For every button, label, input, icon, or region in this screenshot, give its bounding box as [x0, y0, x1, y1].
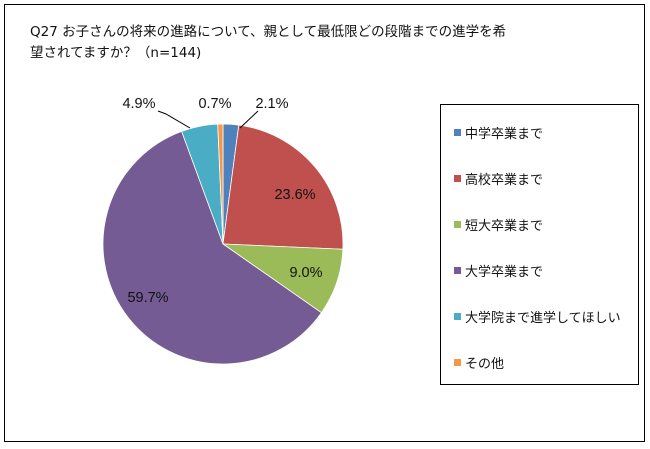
- legend-swatch-icon: [454, 267, 461, 274]
- legend-label: 高校卒業まで: [465, 173, 544, 188]
- legend-swatch-icon: [454, 313, 461, 320]
- slice-other: [217, 123, 224, 245]
- slice-graduate-school-label: 4.9%: [122, 96, 155, 112]
- slice-junior-high-label: 2.1%: [255, 96, 288, 112]
- legend-item-junior-high: 中学卒業まで: [454, 123, 543, 142]
- slice-university-label: 59.7%: [127, 290, 168, 306]
- leader-line: [239, 110, 259, 129]
- legend-item-high-school: 高校卒業まで: [454, 169, 543, 188]
- legend-swatch-icon: [454, 221, 461, 228]
- slice-junior-college-label: 9.0%: [289, 265, 322, 281]
- slice-university: [102, 130, 322, 365]
- legend-swatch-icon: [454, 359, 461, 366]
- legend-item-university: 大学卒業まで: [454, 261, 543, 280]
- slice-high-school: [222, 124, 344, 250]
- legend-label: 中学卒業まで: [465, 127, 544, 142]
- slice-other-label: 0.7%: [198, 96, 231, 112]
- legend-label: 大学卒業まで: [465, 265, 544, 280]
- legend-item-other: その他: [454, 353, 504, 372]
- legend: 中学卒業まで 高校卒業まで 短大卒業まで 大学卒業まで大学院まで進学してほしい その他: [440, 104, 639, 385]
- legend-label: 大学院まで進学してほしい: [465, 311, 621, 326]
- legend-label: その他: [465, 357, 505, 372]
- legend-swatch-icon: [454, 175, 461, 182]
- chart-title-line-1: Q27 お子さんの将来の進路について、親として最低限どの段階までの進学を希: [30, 24, 507, 40]
- legend-swatch-icon: [454, 129, 461, 136]
- legend-item-junior-college: 短大卒業まで: [454, 215, 543, 234]
- chart-title: Q27 お子さんの将来の進路について、親として最低限どの段階までの進学を希 望さ…: [30, 22, 550, 64]
- legend-label: 短大卒業まで: [465, 219, 544, 234]
- legend-item-graduate-school: 大学院まで進学してほしい: [454, 307, 621, 326]
- leader-line: [157, 110, 191, 129]
- slice-high-school-label: 23.6%: [274, 187, 315, 203]
- chart-title-line-2: 望されてますか？（n=144): [30, 45, 202, 61]
